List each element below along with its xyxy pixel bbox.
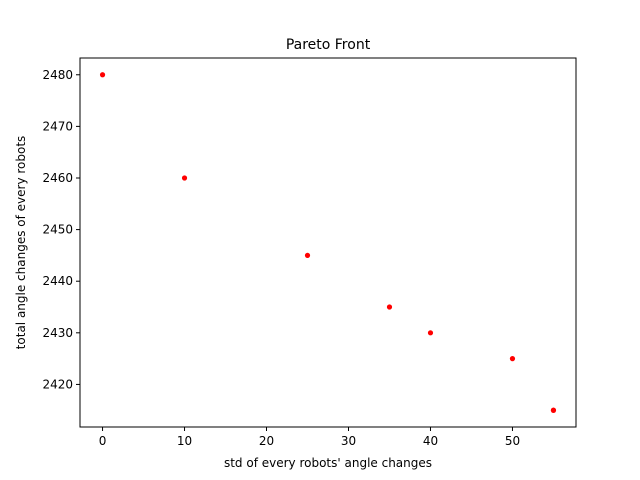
x-tick-label: 30 [341,434,356,448]
plot-points [99,72,557,413]
y-tick-label: 2470 [42,119,73,133]
data-point [99,72,106,78]
data-point [386,304,393,310]
x-tick-label: 20 [259,434,274,448]
data-point [181,175,188,181]
y-tick-label: 2440 [42,274,73,288]
y-tick-label: 2480 [42,68,73,82]
y-axis-label: total angle changes of every robots [14,136,28,350]
x-tick-label: 10 [177,434,192,448]
data-point [509,356,516,362]
x-axis-label: std of every robots' angle changes [224,456,432,470]
data-point [304,252,311,259]
chart-title: Pareto Front [286,37,371,53]
y-tick-label: 2420 [42,377,73,391]
y-tick-label: 2430 [42,326,73,340]
x-axis-ticks: 0 10 20 30 40 50 [99,427,520,448]
x-tick-label: 0 [99,434,107,448]
y-axis-ticks: 2420 2430 2440 2450 2460 2470 2480 [42,68,80,391]
y-tick-label: 2450 [42,223,73,237]
data-point [427,330,434,336]
data-point [550,407,557,413]
x-tick-label: 50 [505,434,520,448]
plot-frame [79,57,577,428]
y-tick-label: 2460 [42,171,73,185]
x-tick-label: 40 [423,434,438,448]
